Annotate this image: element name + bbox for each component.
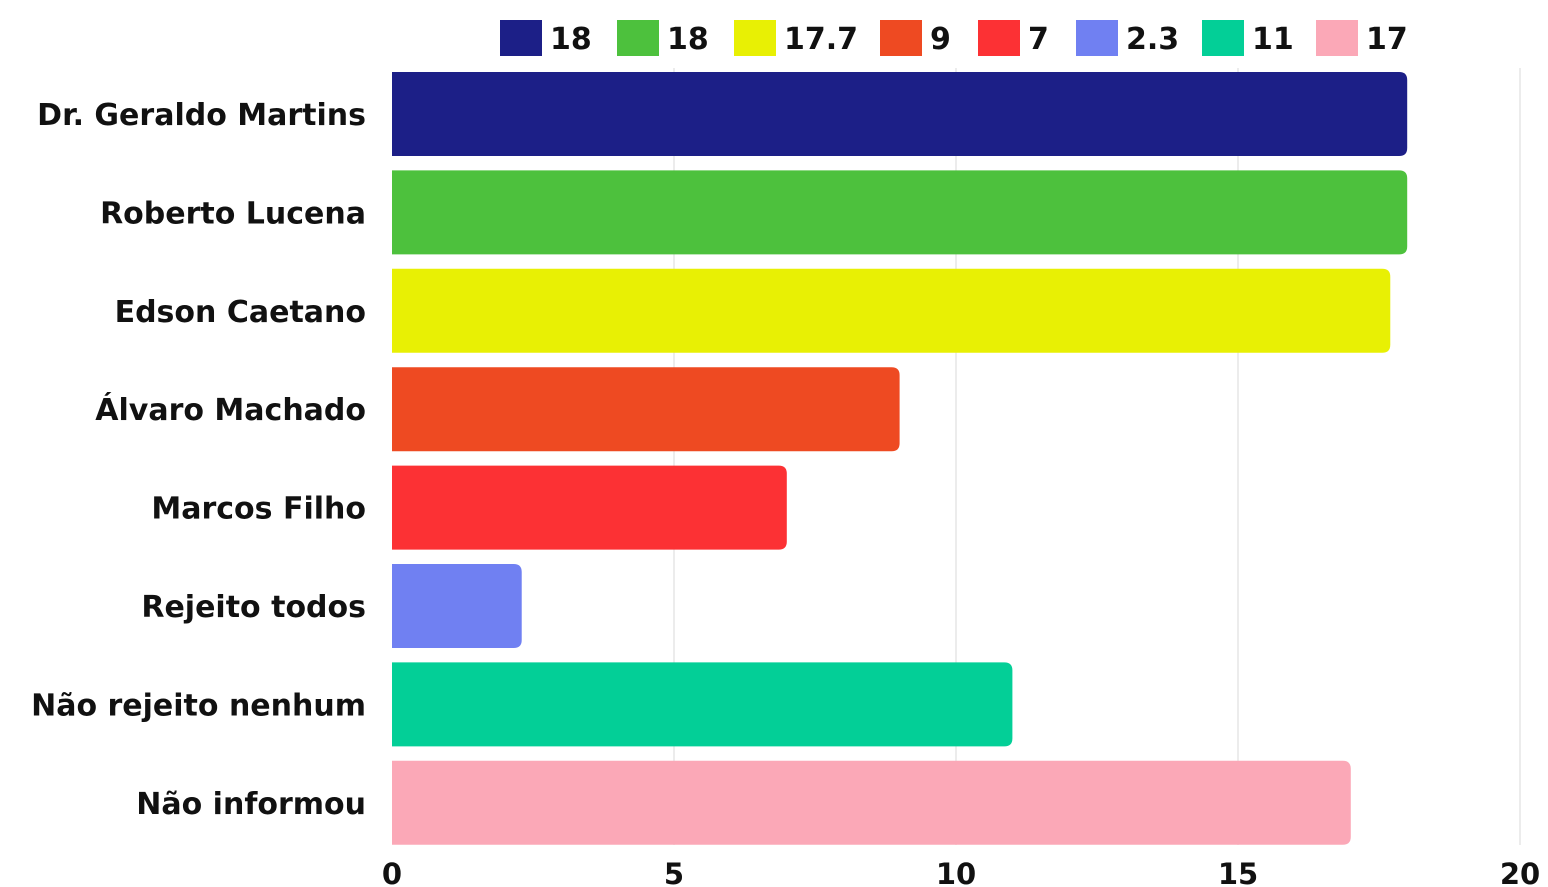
category-label-2: Roberto Lucena <box>100 196 366 231</box>
bar-8 <box>392 760 1351 845</box>
category-label-6: Rejeito todos <box>141 590 366 625</box>
legend-swatch-4 <box>880 20 922 56</box>
legend: 18 18 17.7 9 7 2.3 11 17 <box>500 20 1408 57</box>
bar-5 <box>392 465 787 550</box>
legend-swatch-6 <box>1076 20 1118 56</box>
legend-label-2: 18 <box>667 22 709 57</box>
category-label-7: Não rejeito nenhum <box>31 688 366 723</box>
bar-4 <box>392 367 900 452</box>
category-label-8: Não informou <box>136 787 366 822</box>
category-label-5: Marcos Filho <box>151 492 366 527</box>
legend-label-7: 11 <box>1252 22 1294 57</box>
x-tick-label-10: 10 <box>936 857 976 887</box>
x-tick-label-20: 20 <box>1500 857 1540 887</box>
category-label-1: Dr. Geraldo Martins <box>37 98 366 133</box>
x-axis-ticks: 0 5 10 15 20 <box>382 857 1540 887</box>
bar-1 <box>392 72 1408 156</box>
legend-label-4: 9 <box>930 22 951 57</box>
legend-swatch-3 <box>734 20 776 56</box>
legend-swatch-1 <box>500 20 542 56</box>
legend-swatch-5 <box>978 20 1020 56</box>
legend-label-5: 7 <box>1028 22 1049 57</box>
x-tick-label-15: 15 <box>1218 857 1258 887</box>
category-label-4: Álvaro Machado <box>95 392 366 428</box>
legend-label-1: 18 <box>550 22 592 57</box>
legend-swatch-2 <box>617 20 659 56</box>
x-tick-label-0: 0 <box>382 857 402 887</box>
legend-swatch-7 <box>1202 20 1244 56</box>
category-label-3: Edson Caetano <box>115 295 366 330</box>
bar-6 <box>392 564 522 648</box>
bars <box>392 72 1408 845</box>
bar-2 <box>392 170 1408 255</box>
legend-label-6: 2.3 <box>1126 22 1179 57</box>
legend-swatch-8 <box>1316 20 1358 56</box>
bar-3 <box>392 268 1391 353</box>
legend-label-8: 17 <box>1366 22 1408 57</box>
bar-7 <box>392 662 1013 747</box>
legend-label-3: 17.7 <box>784 22 858 57</box>
x-tick-label-5: 5 <box>664 857 684 887</box>
category-labels: Dr. Geraldo Martins Roberto Lucena Edson C… <box>31 98 366 822</box>
